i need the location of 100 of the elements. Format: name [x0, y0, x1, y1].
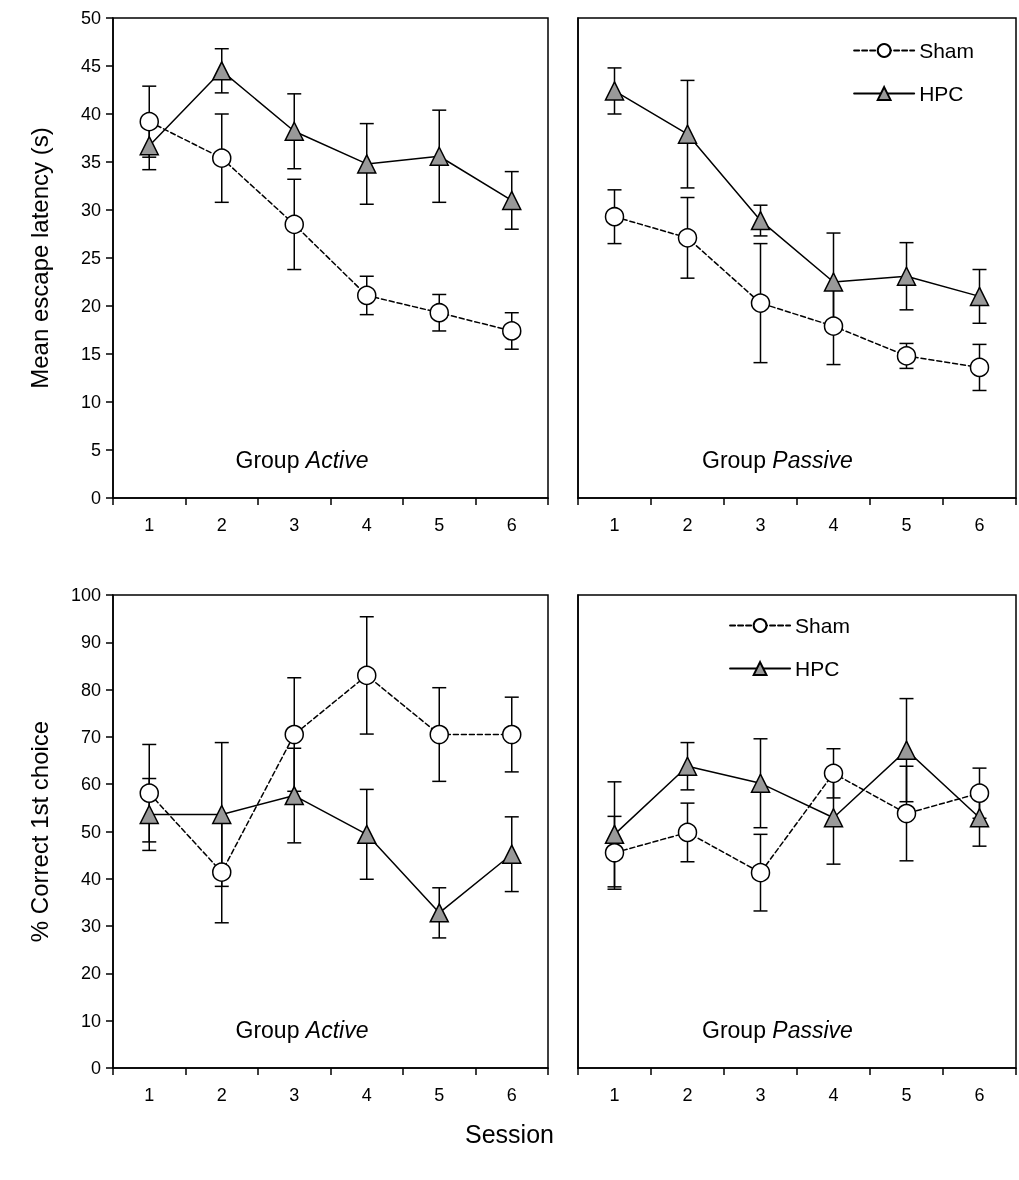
- point: [357, 824, 377, 845]
- x-tick-label: 3: [289, 515, 300, 535]
- x-tick-label: 3: [289, 1085, 300, 1105]
- point: [357, 285, 377, 306]
- point: [357, 154, 377, 174]
- y-tick-label: 70: [80, 726, 101, 747]
- point: [750, 293, 771, 313]
- point: [139, 804, 159, 825]
- x-tick-label: 2: [682, 515, 693, 535]
- point: [604, 81, 625, 101]
- point: [284, 724, 304, 745]
- point: [212, 862, 232, 882]
- legend-label: HPC: [795, 657, 840, 680]
- point: [429, 903, 449, 923]
- x-tick-label: 5: [434, 1085, 445, 1105]
- point: [284, 214, 304, 235]
- legend-label: Sham: [919, 39, 974, 62]
- x-tick-label: 1: [609, 515, 620, 535]
- point: [604, 824, 625, 845]
- point: [429, 146, 449, 166]
- x-tick-label: 2: [216, 1085, 227, 1105]
- y-tick-label: 5: [90, 440, 101, 460]
- point: [139, 111, 159, 132]
- point: [357, 665, 377, 686]
- point: [823, 316, 844, 336]
- y-tick-label: 0: [90, 488, 101, 508]
- point: [677, 756, 698, 776]
- point: [677, 124, 698, 144]
- x-tick-label: 2: [216, 515, 227, 535]
- x-tick-label: 3: [755, 1085, 766, 1105]
- annotation: Group Passive: [702, 446, 853, 473]
- y-axis-title: Mean escape latency (s): [25, 127, 53, 389]
- point: [750, 862, 771, 883]
- x-tick-label: 6: [506, 515, 517, 535]
- point: [969, 808, 990, 828]
- y-tick-label: 30: [80, 200, 101, 220]
- x-tick-label: 4: [828, 515, 839, 535]
- point: [502, 190, 522, 211]
- y-tick-label: 90: [80, 632, 101, 653]
- legend-label: Sham: [795, 614, 850, 637]
- y-tick-label: 30: [80, 916, 101, 937]
- point: [502, 724, 522, 745]
- point: [139, 783, 159, 803]
- point: [604, 206, 625, 227]
- x-tick-label: 3: [755, 515, 766, 535]
- y-tick-label: 35: [80, 152, 101, 172]
- y-axis-title: % Correct 1st choice: [25, 720, 53, 943]
- point: [896, 266, 917, 286]
- annotation: Group Active: [235, 446, 369, 473]
- point: [502, 321, 522, 341]
- point: [677, 822, 698, 843]
- point: [896, 803, 917, 824]
- y-tick-label: 45: [80, 56, 101, 76]
- point: [429, 724, 449, 745]
- y-tick-label: 100: [70, 585, 101, 605]
- y-tick-label: 25: [80, 248, 101, 268]
- y-tick-label: 0: [90, 1058, 101, 1078]
- y-tick-label: 40: [80, 868, 101, 889]
- point: [429, 302, 449, 323]
- point: [502, 844, 522, 864]
- point: [969, 357, 990, 378]
- x-tick-label: 5: [434, 515, 445, 535]
- y-tick-label: 60: [80, 774, 101, 795]
- point: [212, 61, 232, 81]
- x-tick-label: 1: [144, 1085, 155, 1105]
- point: [823, 272, 844, 292]
- point: [212, 148, 232, 168]
- point: [750, 210, 771, 231]
- point: [284, 785, 304, 806]
- x-tick-label: 1: [609, 1085, 620, 1105]
- y-tick-label: 15: [80, 344, 101, 364]
- x-tick-label: 2: [682, 1085, 693, 1105]
- x-tick-label: 6: [974, 1085, 985, 1105]
- point: [896, 740, 917, 760]
- x-tick-label: 4: [361, 515, 372, 535]
- point: [750, 773, 771, 793]
- y-tick-label: 20: [80, 296, 101, 316]
- x-tick-label: 5: [901, 515, 912, 535]
- point: [823, 808, 844, 828]
- x-axis-title: Session: [464, 1120, 555, 1149]
- point: [969, 286, 990, 307]
- y-tick-label: 20: [80, 963, 101, 984]
- point: [969, 783, 990, 803]
- y-tick-label: 10: [80, 1010, 101, 1031]
- x-tick-label: 4: [828, 1085, 839, 1105]
- legend-label: HPC: [919, 82, 964, 105]
- y-tick-label: 50: [80, 821, 101, 842]
- x-tick-label: 4: [361, 1085, 372, 1105]
- y-tick-label: 40: [80, 104, 101, 124]
- x-tick-label: 6: [506, 1085, 517, 1105]
- annotation: Group Active: [235, 1016, 369, 1043]
- x-tick-label: 5: [901, 1085, 912, 1105]
- point: [212, 804, 232, 825]
- x-tick-label: 6: [974, 515, 985, 535]
- point: [823, 763, 844, 784]
- point: [139, 135, 159, 156]
- annotation: Group Passive: [702, 1016, 853, 1043]
- point: [677, 228, 698, 248]
- point: [604, 843, 625, 863]
- x-tick-label: 1: [144, 515, 155, 535]
